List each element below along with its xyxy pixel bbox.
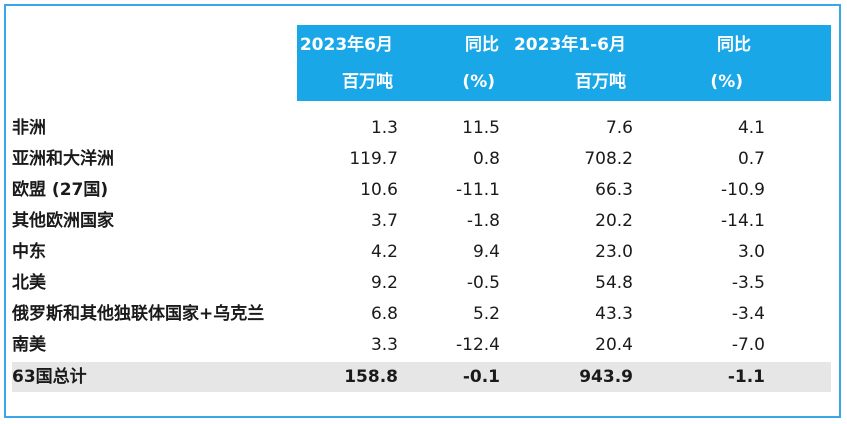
- ytd-yoy: -3.5: [731, 273, 765, 293]
- ytd-yoy: -3.4: [731, 304, 765, 324]
- month-yoy: -11.1: [456, 180, 500, 200]
- ytd-yoy: 0.7: [737, 149, 765, 169]
- month-value: 3.7: [370, 211, 398, 231]
- header-month-unit: 百万吨: [342, 72, 393, 92]
- ytd-value: 708.2: [584, 149, 633, 169]
- region-label: 其他欧洲国家: [12, 211, 114, 231]
- table-row: 其他欧洲国家 3.7 -1.8 20.2 -14.1: [12, 206, 831, 237]
- table-row: 中东 4.2 9.4 23.0 3.0: [12, 237, 831, 268]
- total-label: 63国总计: [12, 367, 87, 387]
- month-yoy: 0.8: [472, 149, 500, 169]
- month-value: 6.8: [370, 304, 398, 324]
- month-yoy: 9.4: [472, 242, 500, 262]
- region-label: 北美: [12, 273, 46, 293]
- table-row: 欧盟 (27国) 10.6 -11.1 66.3 -10.9: [12, 175, 831, 206]
- table-frame: [4, 4, 841, 418]
- region-label: 南美: [12, 335, 46, 355]
- ytd-value: 54.8: [595, 273, 633, 293]
- header-ytd-label: 2023年1-6月: [513, 35, 626, 55]
- region-label: 俄罗斯和其他独联体国家+乌克兰: [12, 304, 265, 324]
- table-row: 北美 9.2 -0.5 54.8 -3.5: [12, 268, 831, 299]
- month-value: 1.3: [370, 118, 398, 138]
- ytd-yoy: 4.1: [737, 118, 765, 138]
- region-label: 亚洲和大洋洲: [12, 149, 114, 169]
- total-month-value: 158.8: [344, 367, 398, 387]
- total-row: 63国总计 158.8 -0.1 943.9 -1.1: [12, 362, 831, 392]
- header-ytd-unit: 百万吨: [575, 72, 626, 92]
- month-value: 3.3: [370, 335, 398, 355]
- ytd-value: 20.4: [595, 335, 633, 355]
- month-value: 4.2: [370, 242, 398, 262]
- ytd-yoy: -7.0: [731, 335, 765, 355]
- total-ytd-value: 943.9: [579, 367, 633, 387]
- region-label: 中东: [12, 242, 46, 262]
- header-ytd-yoy-unit: (%): [710, 72, 743, 92]
- table-header: 2023年6月 百万吨 同比 (%) 2023年1-6月 百万吨 同比 (%): [297, 25, 831, 101]
- header-month-yoy: 同比: [465, 35, 499, 55]
- region-label: 欧盟 (27国): [12, 180, 109, 200]
- month-yoy: -1.8: [466, 211, 500, 231]
- table-row: 非洲 1.3 11.5 7.6 4.1: [12, 113, 831, 144]
- ytd-yoy: 3.0: [737, 242, 765, 262]
- ytd-yoy: -10.9: [721, 180, 765, 200]
- month-yoy: -12.4: [456, 335, 500, 355]
- header-ytd-yoy: 同比: [717, 35, 751, 55]
- month-value: 119.7: [349, 149, 398, 169]
- ytd-value: 66.3: [595, 180, 633, 200]
- total-month-yoy: -0.1: [462, 367, 500, 387]
- ytd-value: 7.6: [605, 118, 633, 138]
- table-row: 亚洲和大洋洲 119.7 0.8 708.2 0.7: [12, 144, 831, 175]
- table-row: 南美 3.3 -12.4 20.4 -7.0: [12, 330, 831, 361]
- month-value: 9.2: [370, 273, 398, 293]
- ytd-value: 43.3: [595, 304, 633, 324]
- ytd-value: 23.0: [595, 242, 633, 262]
- month-yoy: 5.2: [472, 304, 500, 324]
- month-yoy: 11.5: [462, 118, 500, 138]
- ytd-yoy: -14.1: [721, 211, 765, 231]
- ytd-value: 20.2: [595, 211, 633, 231]
- region-label: 非洲: [12, 118, 46, 138]
- total-ytd-yoy: -1.1: [727, 367, 765, 387]
- month-value: 10.6: [360, 180, 398, 200]
- header-month-label: 2023年6月: [299, 35, 393, 55]
- table-row: 俄罗斯和其他独联体国家+乌克兰 6.8 5.2 43.3 -3.4: [12, 299, 831, 330]
- month-yoy: -0.5: [466, 273, 500, 293]
- header-month-yoy-unit: (%): [462, 72, 495, 92]
